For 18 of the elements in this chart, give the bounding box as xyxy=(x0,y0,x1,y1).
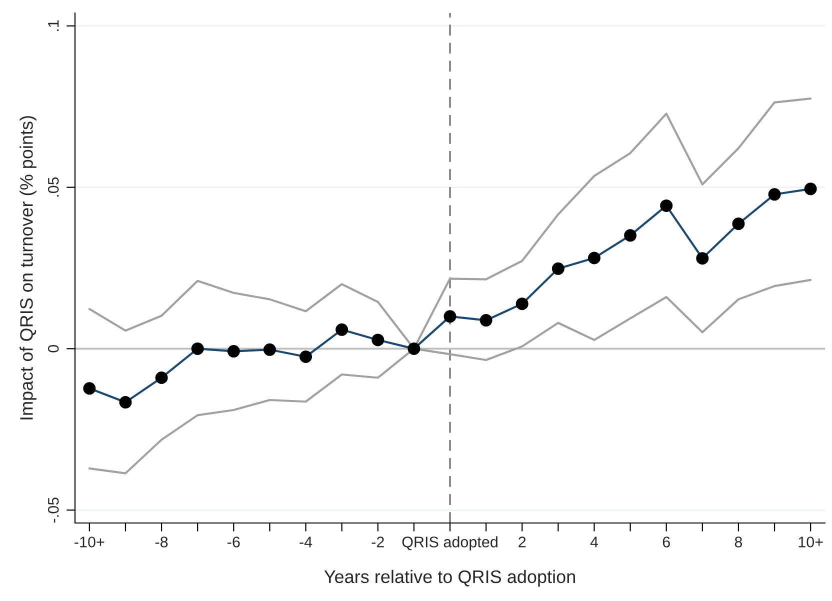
y-tick-label: -.05 xyxy=(48,498,59,523)
x-tick-label: 6 xyxy=(662,536,670,548)
y-tick-label: .05 xyxy=(48,177,59,197)
y-tick-label: .1 xyxy=(48,20,59,31)
y-axis-title: Impact of QRIS on turnover (% points) xyxy=(20,116,36,420)
x-tick-label: -8 xyxy=(155,536,168,548)
y-tick-label: 0 xyxy=(48,345,59,352)
x-tick-label: 10+ xyxy=(798,536,823,548)
x-tick-label: QRIS adopted xyxy=(402,536,498,550)
x-axis-title: Years relative to QRIS adoption xyxy=(324,570,575,587)
line-series xyxy=(88,278,812,474)
x-tick-label: 2 xyxy=(518,536,526,548)
x-tick-label: -6 xyxy=(228,536,240,548)
x-tick-label: -2 xyxy=(372,536,384,548)
x-tick-label: -4 xyxy=(300,536,312,548)
x-tick-label: 4 xyxy=(590,536,598,548)
x-tick-label: 8 xyxy=(734,536,742,548)
x-tick-label: -10+ xyxy=(74,536,104,548)
